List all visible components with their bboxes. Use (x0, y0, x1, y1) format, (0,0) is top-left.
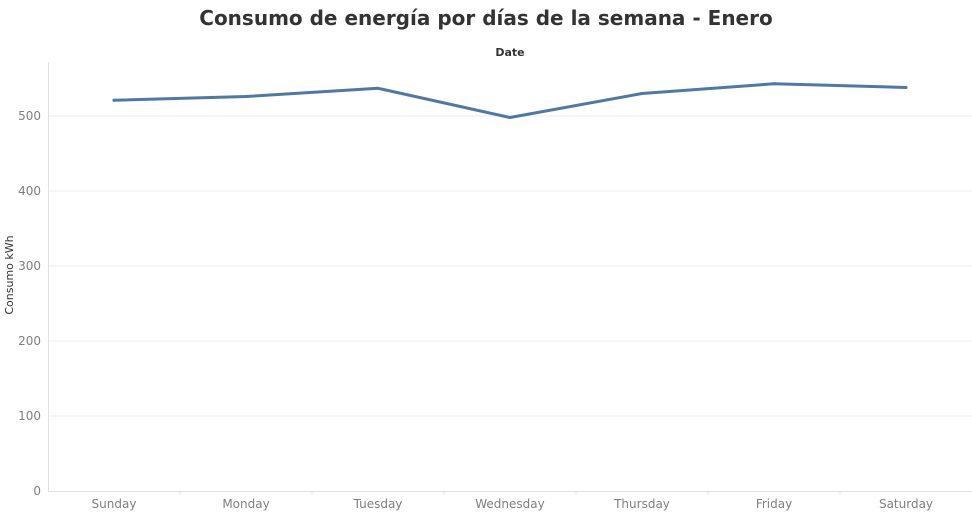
gridlines (48, 115, 972, 417)
y-tick-label-0: 0 (33, 484, 41, 498)
data-point-friday[interactable] (772, 82, 776, 86)
x-tick-labels: Sunday Monday Tuesday Wednesday Thursday Frid… (92, 497, 933, 511)
y-tick-label-400: 400 (18, 184, 41, 198)
series (112, 82, 908, 119)
data-point-thursday[interactable] (640, 92, 644, 95)
data-point-wednesday[interactable] (508, 116, 512, 119)
y-tick-label-100: 100 (18, 409, 41, 423)
y-axis-title: Consumo kWh (3, 235, 16, 314)
data-point-tuesday[interactable] (376, 86, 380, 90)
y-tick-label-200: 200 (18, 334, 41, 348)
x-tick-label-friday: Friday (756, 497, 792, 511)
axes (48, 62, 972, 495)
x-tick-label-monday: Monday (222, 497, 269, 511)
series-line-0 (112, 82, 908, 119)
data-point-sunday[interactable] (112, 98, 116, 102)
x-tick-label-thursday: Thursday (613, 497, 670, 511)
y-tick-label-500: 500 (18, 109, 41, 123)
x-tick-label-sunday: Sunday (92, 497, 137, 511)
data-point-saturday[interactable] (904, 86, 908, 89)
chart-title: Consumo de energía por días de la semana… (199, 6, 773, 30)
x-tick-label-saturday: Saturday (879, 497, 933, 511)
y-tick-label-300: 300 (18, 259, 41, 273)
x-axis-title: Date (495, 46, 525, 59)
x-tick-label-wednesday: Wednesday (475, 497, 544, 511)
y-tick-labels: 0 100 200 300 400 500 (18, 109, 41, 498)
data-point-monday[interactable] (244, 95, 248, 98)
x-tick-label-tuesday: Tuesday (353, 497, 403, 511)
